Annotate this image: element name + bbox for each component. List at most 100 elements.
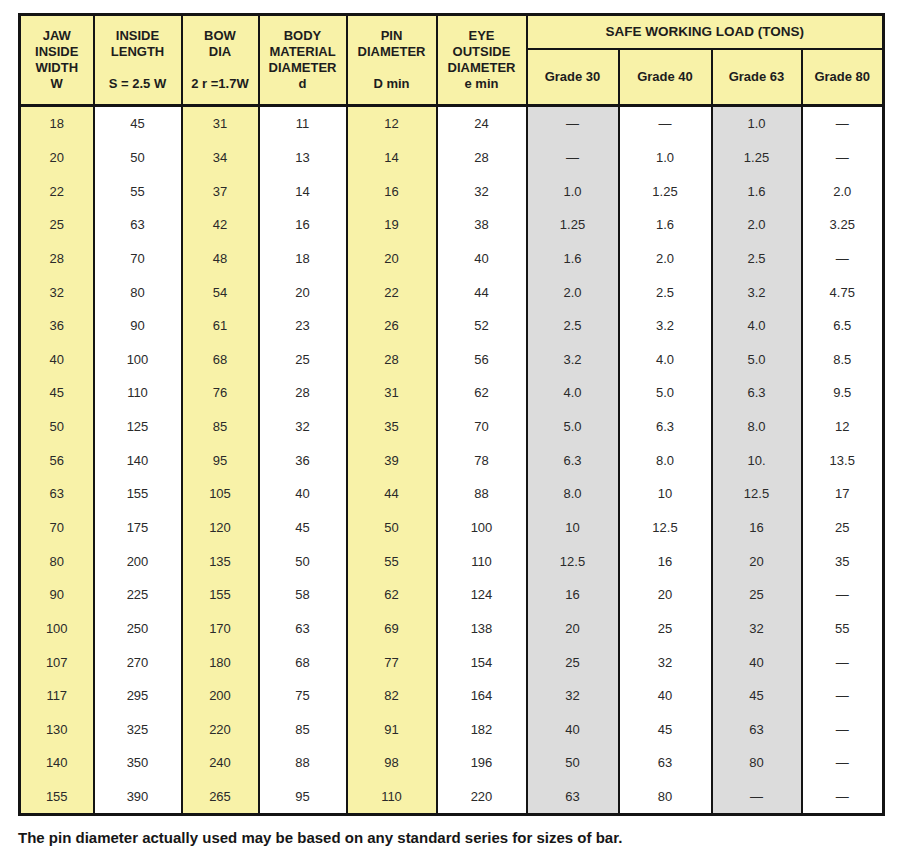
table-cell: 117 — [20, 679, 94, 713]
table-cell: 124 — [437, 578, 527, 612]
table-cell: 25 — [527, 645, 619, 679]
table-row: 902251555862124162025— — [20, 578, 884, 612]
table-cell: 50 — [259, 544, 347, 578]
table-cell: 1.25 — [712, 141, 802, 175]
table-cell: 28 — [20, 242, 94, 276]
table-row: 2255371416321.01.251.62.0 — [20, 174, 884, 208]
table-body: 184531111224——1.0—205034131428—1.01.25—2… — [20, 106, 884, 815]
table-cell: 8.0 — [712, 410, 802, 444]
pin-diameter-footnote: The pin diameter actually used may be ba… — [18, 829, 900, 846]
table-row: 100250170636913820253255 — [20, 612, 884, 646]
table-cell: 325 — [94, 713, 182, 747]
table-cell: 35 — [802, 544, 884, 578]
table-cell: — — [802, 780, 884, 815]
table-cell: 37 — [182, 174, 259, 208]
table-cell: 120 — [182, 511, 259, 545]
table-cell: 61 — [182, 309, 259, 343]
table-cell: 63 — [712, 713, 802, 747]
table-cell: 2.0 — [712, 208, 802, 242]
column-header-grade-30: Grade 30 — [527, 49, 619, 106]
table-cell: 77 — [347, 645, 437, 679]
table-cell: 32 — [712, 612, 802, 646]
table-cell: 16 — [527, 578, 619, 612]
table-cell: 25 — [712, 578, 802, 612]
table-cell: 40 — [20, 342, 94, 376]
table-cell: 55 — [802, 612, 884, 646]
table-cell: 265 — [182, 780, 259, 815]
table-cell: 68 — [182, 342, 259, 376]
table-cell: 140 — [20, 746, 94, 780]
table-cell: 12 — [347, 106, 437, 141]
table-cell: — — [802, 242, 884, 276]
table-cell: 78 — [437, 443, 527, 477]
table-cell: — — [802, 679, 884, 713]
table-cell: — — [712, 780, 802, 815]
table-cell: 13.5 — [802, 443, 884, 477]
table-cell: 2.0 — [619, 242, 712, 276]
table-cell: 69 — [347, 612, 437, 646]
table-cell: 63 — [527, 780, 619, 815]
shackle-dimensions-table: JAW INSIDE WIDTH W INSIDE LENGTH S = 2.5… — [18, 13, 885, 816]
table-cell: 4.75 — [802, 275, 884, 309]
table-row: 1403502408898196506380— — [20, 746, 884, 780]
table-cell: 1.25 — [527, 208, 619, 242]
table-cell: 44 — [437, 275, 527, 309]
table-cell: 196 — [437, 746, 527, 780]
table-cell: 12.5 — [619, 511, 712, 545]
table-cell: 50 — [347, 511, 437, 545]
table-cell: 52 — [437, 309, 527, 343]
table-cell: 20 — [619, 578, 712, 612]
table-cell: 5.0 — [527, 410, 619, 444]
table-cell: 28 — [437, 141, 527, 175]
table-cell: 20 — [259, 275, 347, 309]
table-cell: 50 — [94, 141, 182, 175]
table-cell: 40 — [619, 679, 712, 713]
table-cell: 10 — [527, 511, 619, 545]
table-cell: 20 — [527, 612, 619, 646]
table-cell: 2.5 — [619, 275, 712, 309]
column-header-inside-length: INSIDE LENGTH S = 2.5 W — [94, 15, 182, 106]
table-row: 1072701806877154253240— — [20, 645, 884, 679]
table-cell: 170 — [182, 612, 259, 646]
table-cell: 40 — [712, 645, 802, 679]
table-cell: 16 — [259, 208, 347, 242]
table-cell: 12.5 — [712, 477, 802, 511]
table-cell: 62 — [437, 376, 527, 410]
column-header-label: BODY MATERIAL DIAMETER d — [260, 28, 346, 92]
table-cell: 31 — [347, 376, 437, 410]
table-cell: 8.0 — [527, 477, 619, 511]
table-cell: 105 — [182, 477, 259, 511]
table-cell: 80 — [619, 780, 712, 815]
column-header-safe-working-load: SAFE WORKING LOAD (TONS) — [527, 15, 884, 50]
table-cell: 6.3 — [527, 443, 619, 477]
column-header-grade-40: Grade 40 — [619, 49, 712, 106]
table-header: JAW INSIDE WIDTH W INSIDE LENGTH S = 2.5… — [20, 15, 884, 106]
table-cell: 23 — [259, 309, 347, 343]
table-cell: 4.0 — [619, 342, 712, 376]
table-cell: 85 — [182, 410, 259, 444]
table-cell: 76 — [182, 376, 259, 410]
column-header-body-material-diameter: BODY MATERIAL DIAMETER d — [259, 15, 347, 106]
table-cell: 110 — [347, 780, 437, 815]
table-cell: 200 — [94, 544, 182, 578]
table-cell: 130 — [20, 713, 94, 747]
table-cell: 75 — [259, 679, 347, 713]
table-cell: 270 — [94, 645, 182, 679]
table-cell: 85 — [259, 713, 347, 747]
table-cell: 91 — [347, 713, 437, 747]
table-cell: 32 — [437, 174, 527, 208]
table-cell: 31 — [182, 106, 259, 141]
table-cell: 40 — [259, 477, 347, 511]
table-cell: 28 — [347, 342, 437, 376]
table-cell: 12.5 — [527, 544, 619, 578]
table-cell: 32 — [527, 679, 619, 713]
table-cell: 1.6 — [712, 174, 802, 208]
table-cell: 138 — [437, 612, 527, 646]
table-cell: 56 — [437, 342, 527, 376]
table-cell: — — [802, 746, 884, 780]
table-cell: 10 — [619, 477, 712, 511]
column-header-pin-diameter: PIN DIAMETER D min — [347, 15, 437, 106]
table-cell: 36 — [259, 443, 347, 477]
table-cell: 2.0 — [527, 275, 619, 309]
table-cell: 135 — [182, 544, 259, 578]
